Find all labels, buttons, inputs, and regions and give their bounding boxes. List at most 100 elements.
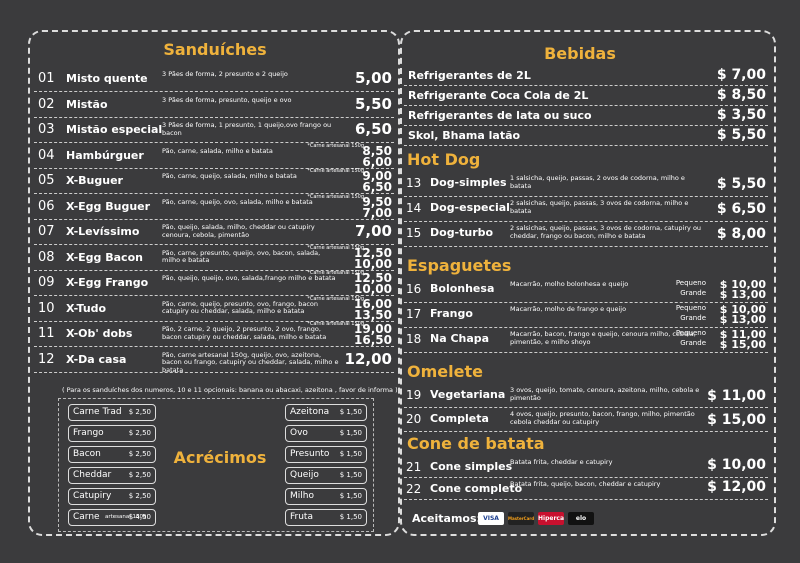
extra-price: $ 1,50 xyxy=(339,492,362,500)
item-name: Mistão especial xyxy=(66,123,163,136)
item-number: 02 xyxy=(38,96,55,112)
item-desc: 2 salsichas, queijo, passas, 3 ovos de c… xyxy=(510,224,702,240)
item-number: 20 xyxy=(406,412,422,426)
section-title: Espaguetes xyxy=(407,256,512,275)
item-desc: 3 Pães de forma, 2 presunto e 2 queijo xyxy=(162,70,288,78)
item-desc: Pão, carne, salada, milho e batata xyxy=(162,146,273,155)
extra-name: Queijo xyxy=(290,470,319,480)
item-name: Skol, Bhama latão xyxy=(408,129,521,142)
left-frame xyxy=(28,30,400,536)
extra-item: Catupiry $ 2,50 xyxy=(68,488,156,505)
item-price: $ 11,00 xyxy=(707,388,766,404)
size-label: Pequeno xyxy=(675,329,706,337)
item-number: 10 xyxy=(38,300,55,316)
extra-price: $ 1,50 xyxy=(339,429,362,437)
item-name: Dog-turbo xyxy=(430,226,494,239)
size-price: $ 10,00 xyxy=(719,303,766,316)
item-desc: Macarrão, molho bolonhesa e queijo xyxy=(510,280,629,288)
card-logo: VISA xyxy=(478,512,504,525)
extra-item: Ovo $ 1,50 xyxy=(285,425,367,442)
item-price: 6,50 xyxy=(354,120,392,138)
extra-name: Ovo xyxy=(290,428,308,438)
item-price: $ 6,50 xyxy=(716,201,766,217)
section-title: Omelete xyxy=(407,362,483,381)
item-name: Hambúrguer xyxy=(66,148,144,162)
menu-row: 12 X-Da casa Pão, carne artesanal 150g, qu… xyxy=(34,347,394,373)
item-desc: 4 ovos, queijo, presunto, bacon, frango,… xyxy=(510,410,695,426)
item-price: 12,50 xyxy=(354,271,392,285)
menu-row: 10 X-Tudo Pão, carne, queijo, presunto, ov… xyxy=(34,296,394,322)
extra-price: $ 2,50 xyxy=(128,492,151,500)
item-price: 5,00 xyxy=(354,69,392,87)
extra-item: Carne Trad $ 2,50 xyxy=(68,404,156,421)
item-desc: Batata frita, queijo, bacon, cheddar e c… xyxy=(510,480,661,488)
item-note: *Carne artesanal 150g xyxy=(307,270,364,276)
item-price: $ 15,00 xyxy=(707,412,766,428)
item-desc: 3 Pães de forma, 1 presunto, 1 queijo,ov… xyxy=(162,121,332,137)
extra-price: $ 1,50 xyxy=(339,450,362,458)
item-price: $ 5,50 xyxy=(716,127,766,143)
item-price: 6,00 xyxy=(362,154,392,169)
extra-price: $ 2,50 xyxy=(128,408,151,416)
item-number: 09 xyxy=(38,275,55,290)
right-frame xyxy=(400,30,776,536)
size-price: $ 15,00 xyxy=(719,338,766,351)
extra-price: $ 4,50 xyxy=(128,513,151,521)
item-number: 18 xyxy=(406,332,422,346)
item-name: Refrigerantes de 2L xyxy=(408,69,531,82)
section-title: Bebidas xyxy=(544,44,616,63)
extra-name: Fruta xyxy=(290,512,313,522)
extra-name: Carne Trad xyxy=(73,407,122,417)
item-desc: 1 salsicha, queijo, passas, 2 ovos de co… xyxy=(510,174,685,190)
extra-price: $ 2,50 xyxy=(128,429,151,437)
item-price: $ 10,00 xyxy=(707,457,766,473)
menu-row: 11 X-Ob' dobs Pão, 2 carne, 2 queijo, 2 pr… xyxy=(34,321,394,347)
item-note: *Carne artesanal 150g xyxy=(307,193,364,200)
menu-row: 18 Na Chapa Macarrão, bacon, frango e quei… xyxy=(404,328,768,353)
extra-item: Milho $ 1,50 xyxy=(285,488,367,505)
item-name: Completa xyxy=(430,412,489,425)
extra-item: Queijo $ 1,50 xyxy=(285,467,367,484)
size-label: Grande xyxy=(680,339,706,347)
menu-row: 19 Vegetariana 3 ovos, queijo, tomate, cen… xyxy=(404,384,768,408)
item-name: Refrigerantes de lata ou suco xyxy=(408,109,592,122)
item-desc: 3 ovos, queijo, tomate, cenoura, azeiton… xyxy=(510,386,700,402)
item-name: X-Levíssimo xyxy=(66,225,140,238)
item-price: 5,50 xyxy=(354,94,392,113)
extra-name: Azeitona xyxy=(290,407,330,417)
item-desc: 3 Pães de forma, presunto, queijo e ovo xyxy=(162,95,292,104)
extra-note: artesanal 150g xyxy=(105,514,147,520)
extra-price: $ 1,50 xyxy=(339,471,362,479)
menu-row: 13 Dog-simples 1 salsicha, queijo, passas,… xyxy=(404,172,768,197)
menu-row: 17 Frango Macarrão, molho de frango e quei… xyxy=(404,303,768,328)
extra-name: Frango xyxy=(73,428,104,438)
extra-name: Bacon xyxy=(73,449,101,459)
item-number: 12 xyxy=(38,351,55,367)
item-note: *Carne artesanal 150g xyxy=(307,244,364,251)
extra-item: Bacon $ 2,50 xyxy=(68,446,156,463)
item-number: 22 xyxy=(406,482,422,496)
item-name: X-Da casa xyxy=(66,352,127,366)
item-number: 03 xyxy=(38,122,55,137)
item-price: 16,00 xyxy=(354,296,392,311)
item-price: $ 12,00 xyxy=(707,479,766,495)
card-logo: MasterCard xyxy=(508,512,534,525)
item-name: X-Tudo xyxy=(66,301,107,315)
item-name: Cone simples xyxy=(430,460,513,473)
item-number: 11 xyxy=(38,326,55,341)
size-price: $ 13,00 xyxy=(719,288,766,301)
item-name: Misto quente xyxy=(66,72,148,85)
extras-frame xyxy=(58,398,374,532)
item-name: Na Chapa xyxy=(430,332,490,345)
extra-name: Carne xyxy=(73,512,100,522)
item-note: *Carne artesanal 150g xyxy=(307,295,364,302)
extra-item: Fruta $ 1,50 xyxy=(285,509,367,526)
size-label: Pequeno xyxy=(675,304,706,312)
item-price: $ 5,50 xyxy=(716,176,766,192)
item-price: 12,50 xyxy=(354,245,392,260)
card-logo: Hipercard xyxy=(538,512,564,525)
menu-row: 15 Dog-turbo 2 salsichas, queijo, passas, … xyxy=(404,222,768,247)
menu-row: 21 Cone simples Batata frita, cheddar e ca… xyxy=(404,456,768,478)
item-note: *Carne artesanal 150g xyxy=(307,168,364,174)
menu-row: 02 Mistão 3 Pães de forma, presunto, queij… xyxy=(34,92,394,118)
